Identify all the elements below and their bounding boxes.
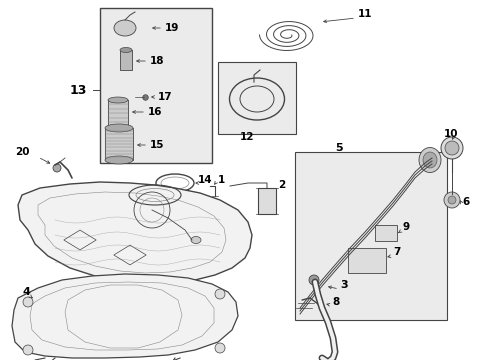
Text: 1: 1 <box>218 175 225 185</box>
Ellipse shape <box>445 141 459 155</box>
Ellipse shape <box>448 196 456 204</box>
Bar <box>100 8 212 163</box>
Bar <box>218 62 296 134</box>
Circle shape <box>309 275 319 285</box>
Ellipse shape <box>441 137 463 159</box>
Text: 13: 13 <box>70 84 87 96</box>
Text: 19: 19 <box>165 23 179 33</box>
Circle shape <box>215 343 225 353</box>
Ellipse shape <box>114 20 136 36</box>
Text: 5: 5 <box>335 143 343 153</box>
Circle shape <box>215 289 225 299</box>
Text: 12: 12 <box>240 132 254 142</box>
Ellipse shape <box>423 152 437 168</box>
Text: 14: 14 <box>198 175 213 185</box>
Text: 10: 10 <box>444 129 459 139</box>
Text: 4: 4 <box>22 287 30 297</box>
Ellipse shape <box>105 124 133 132</box>
Ellipse shape <box>120 48 132 53</box>
Bar <box>375 225 397 241</box>
Bar <box>295 152 447 320</box>
Ellipse shape <box>444 192 460 208</box>
Text: 8: 8 <box>332 297 339 307</box>
Bar <box>108 100 128 125</box>
Text: 9: 9 <box>402 222 409 232</box>
Bar <box>348 248 386 273</box>
Ellipse shape <box>191 237 201 243</box>
Circle shape <box>23 345 33 355</box>
Polygon shape <box>12 274 238 358</box>
Bar <box>105 128 133 160</box>
Text: 3: 3 <box>340 280 347 290</box>
Circle shape <box>23 297 33 307</box>
Text: 15: 15 <box>150 140 165 150</box>
Text: 7: 7 <box>393 247 400 257</box>
Bar <box>258 188 276 214</box>
Bar <box>120 50 132 70</box>
Ellipse shape <box>108 97 128 103</box>
Polygon shape <box>18 182 252 282</box>
Ellipse shape <box>419 148 441 172</box>
Text: 6: 6 <box>462 197 469 207</box>
Circle shape <box>53 164 61 172</box>
Text: 17: 17 <box>158 92 172 102</box>
Text: 16: 16 <box>148 107 163 117</box>
Ellipse shape <box>105 156 133 164</box>
Text: 2: 2 <box>278 180 285 190</box>
Text: 18: 18 <box>150 56 165 66</box>
Text: 20: 20 <box>15 147 29 157</box>
Text: 11: 11 <box>358 9 372 19</box>
